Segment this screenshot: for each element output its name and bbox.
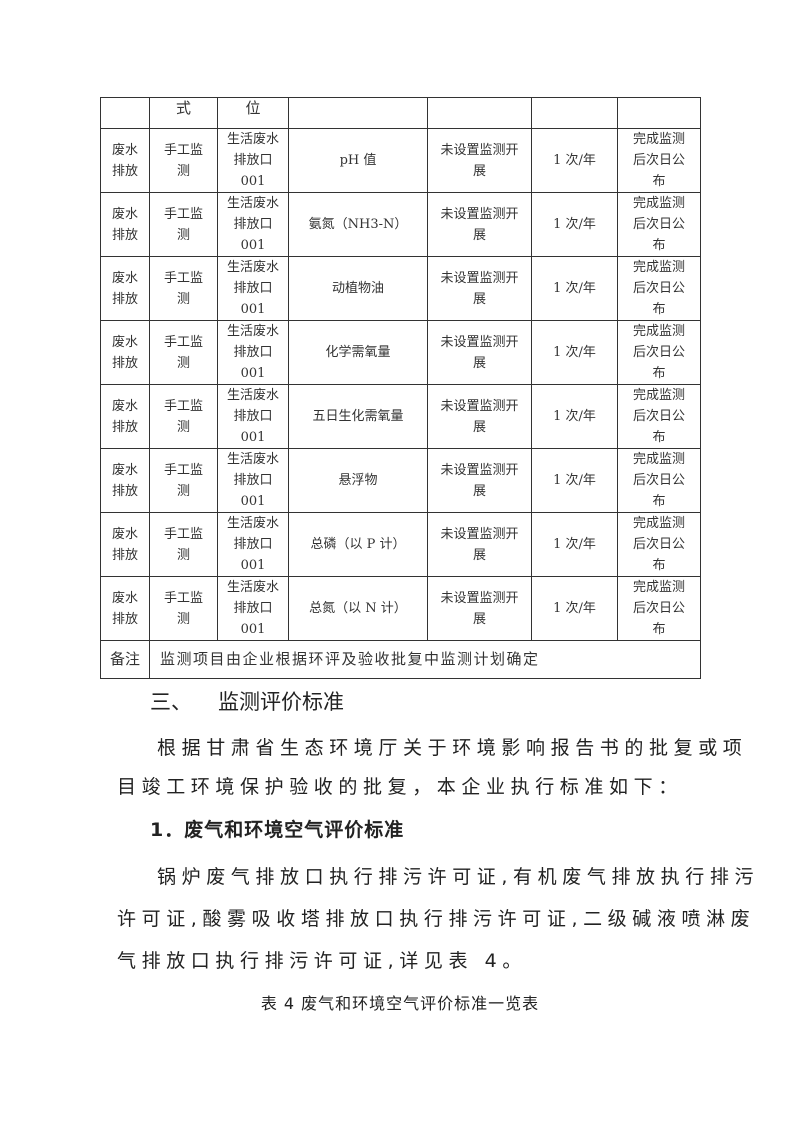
table-caption: 表 4 废气和环境空气评价标准一览表: [260, 994, 540, 1013]
section-title: 监测评价标准: [218, 690, 344, 714]
table-note-row: 备注 监测项目由企业根据环评及验收批复中监测计划确定: [100, 640, 701, 679]
cell-item: 总磷（以 P 计）: [288, 512, 428, 577]
cell-facility: 未设置监测开 展: [427, 448, 532, 513]
cell-publish: 完成监测 后次日公 布: [617, 448, 701, 513]
header-cell: [100, 97, 150, 129]
cell-method: 手工监 测: [149, 256, 218, 321]
cell-freq: 1 次/年: [531, 192, 618, 257]
cell-publish: 完成监测 后次日公 布: [617, 512, 701, 577]
cell-facility: 未设置监测开 展: [427, 128, 532, 193]
paragraph-line: 气排放口执行排污许可证,详见表 4。: [117, 950, 527, 972]
cell-method: 手工监 测: [149, 576, 218, 641]
cell-point: 生活废水 排放口 001: [217, 192, 289, 257]
cell-point: 生活废水 排放口 001: [217, 512, 289, 577]
cell-type: 废水 排放: [100, 512, 150, 577]
cell-freq: 1 次/年: [531, 448, 618, 513]
paragraph-line: 锅炉废气排放口执行排污许可证,有机废气排放执行排污: [157, 866, 760, 888]
cell-type: 废水 排放: [100, 576, 150, 641]
cell-type: 废水 排放: [100, 320, 150, 385]
cell-type: 废水 排放: [100, 448, 150, 513]
cell-facility: 未设置监测开 展: [427, 512, 532, 577]
cell-method: 手工监 测: [149, 128, 218, 193]
cell-point: 生活废水 排放口 001: [217, 384, 289, 449]
cell-item: 化学需氧量: [288, 320, 428, 385]
header-cell: 位: [217, 97, 289, 129]
cell-point: 生活废水 排放口 001: [217, 128, 289, 193]
cell-facility: 未设置监测开 展: [427, 192, 532, 257]
paragraph-line: 许可证,酸雾吸收塔排放口执行排污许可证,二级碱液喷淋废: [117, 908, 756, 930]
header-cell: 式: [149, 97, 218, 129]
cell-type: 废水 排放: [100, 128, 150, 193]
cell-publish: 完成监测 后次日公 布: [617, 576, 701, 641]
cell-method: 手工监 测: [149, 448, 218, 513]
cell-type: 废水 排放: [100, 192, 150, 257]
cell-facility: 未设置监测开 展: [427, 320, 532, 385]
cell-item: 五日生化需氧量: [288, 384, 428, 449]
header-cell: [531, 97, 618, 129]
cell-item: pH 值: [288, 128, 428, 193]
header-cell: [427, 97, 532, 129]
cell-publish: 完成监测 后次日公 布: [617, 384, 701, 449]
cell-freq: 1 次/年: [531, 512, 618, 577]
cell-publish: 完成监测 后次日公 布: [617, 256, 701, 321]
cell-freq: 1 次/年: [531, 320, 618, 385]
header-cell: [617, 97, 701, 129]
cell-facility: 未设置监测开 展: [427, 576, 532, 641]
cell-point: 生活废水 排放口 001: [217, 256, 289, 321]
cell-item: 悬浮物: [288, 448, 428, 513]
paragraph-line: 目竣工环境保护验收的批复，本企业执行标准如下：: [117, 776, 683, 798]
cell-facility: 未设置监测开 展: [427, 384, 532, 449]
header-cell: [288, 97, 428, 129]
section-number: 三、: [150, 690, 192, 714]
cell-point: 生活废水 排放口 001: [217, 320, 289, 385]
cell-freq: 1 次/年: [531, 128, 618, 193]
cell-publish: 完成监测 后次日公 布: [617, 128, 701, 193]
cell-method: 手工监 测: [149, 512, 218, 577]
note-label: 备注: [100, 640, 150, 679]
cell-facility: 未设置监测开 展: [427, 256, 532, 321]
cell-method: 手工监 测: [149, 384, 218, 449]
cell-point: 生活废水 排放口 001: [217, 576, 289, 641]
cell-publish: 完成监测 后次日公 布: [617, 320, 701, 385]
cell-method: 手工监 测: [149, 320, 218, 385]
cell-freq: 1 次/年: [531, 256, 618, 321]
cell-publish: 完成监测 后次日公 布: [617, 192, 701, 257]
section-heading: 三、 监测评价标准: [150, 686, 344, 716]
note-text: 监测项目由企业根据环评及验收批复中监测计划确定: [149, 640, 701, 679]
cell-type: 废水 排放: [100, 384, 150, 449]
paragraph-line: 根据甘肃省生态环境厅关于环境影响报告书的批复或项: [157, 737, 748, 759]
cell-item: 氨氮（NH3-N）: [288, 192, 428, 257]
cell-freq: 1 次/年: [531, 384, 618, 449]
cell-freq: 1 次/年: [531, 576, 618, 641]
cell-point: 生活废水 排放口 001: [217, 448, 289, 513]
cell-type: 废水 排放: [100, 256, 150, 321]
cell-method: 手工监 测: [149, 192, 218, 257]
cell-item: 总氮（以 N 计）: [288, 576, 428, 641]
subsection-heading: 1．废气和环境空气评价标准: [150, 819, 405, 841]
cell-item: 动植物油: [288, 256, 428, 321]
table-header-continuation: 式 位: [100, 97, 701, 129]
